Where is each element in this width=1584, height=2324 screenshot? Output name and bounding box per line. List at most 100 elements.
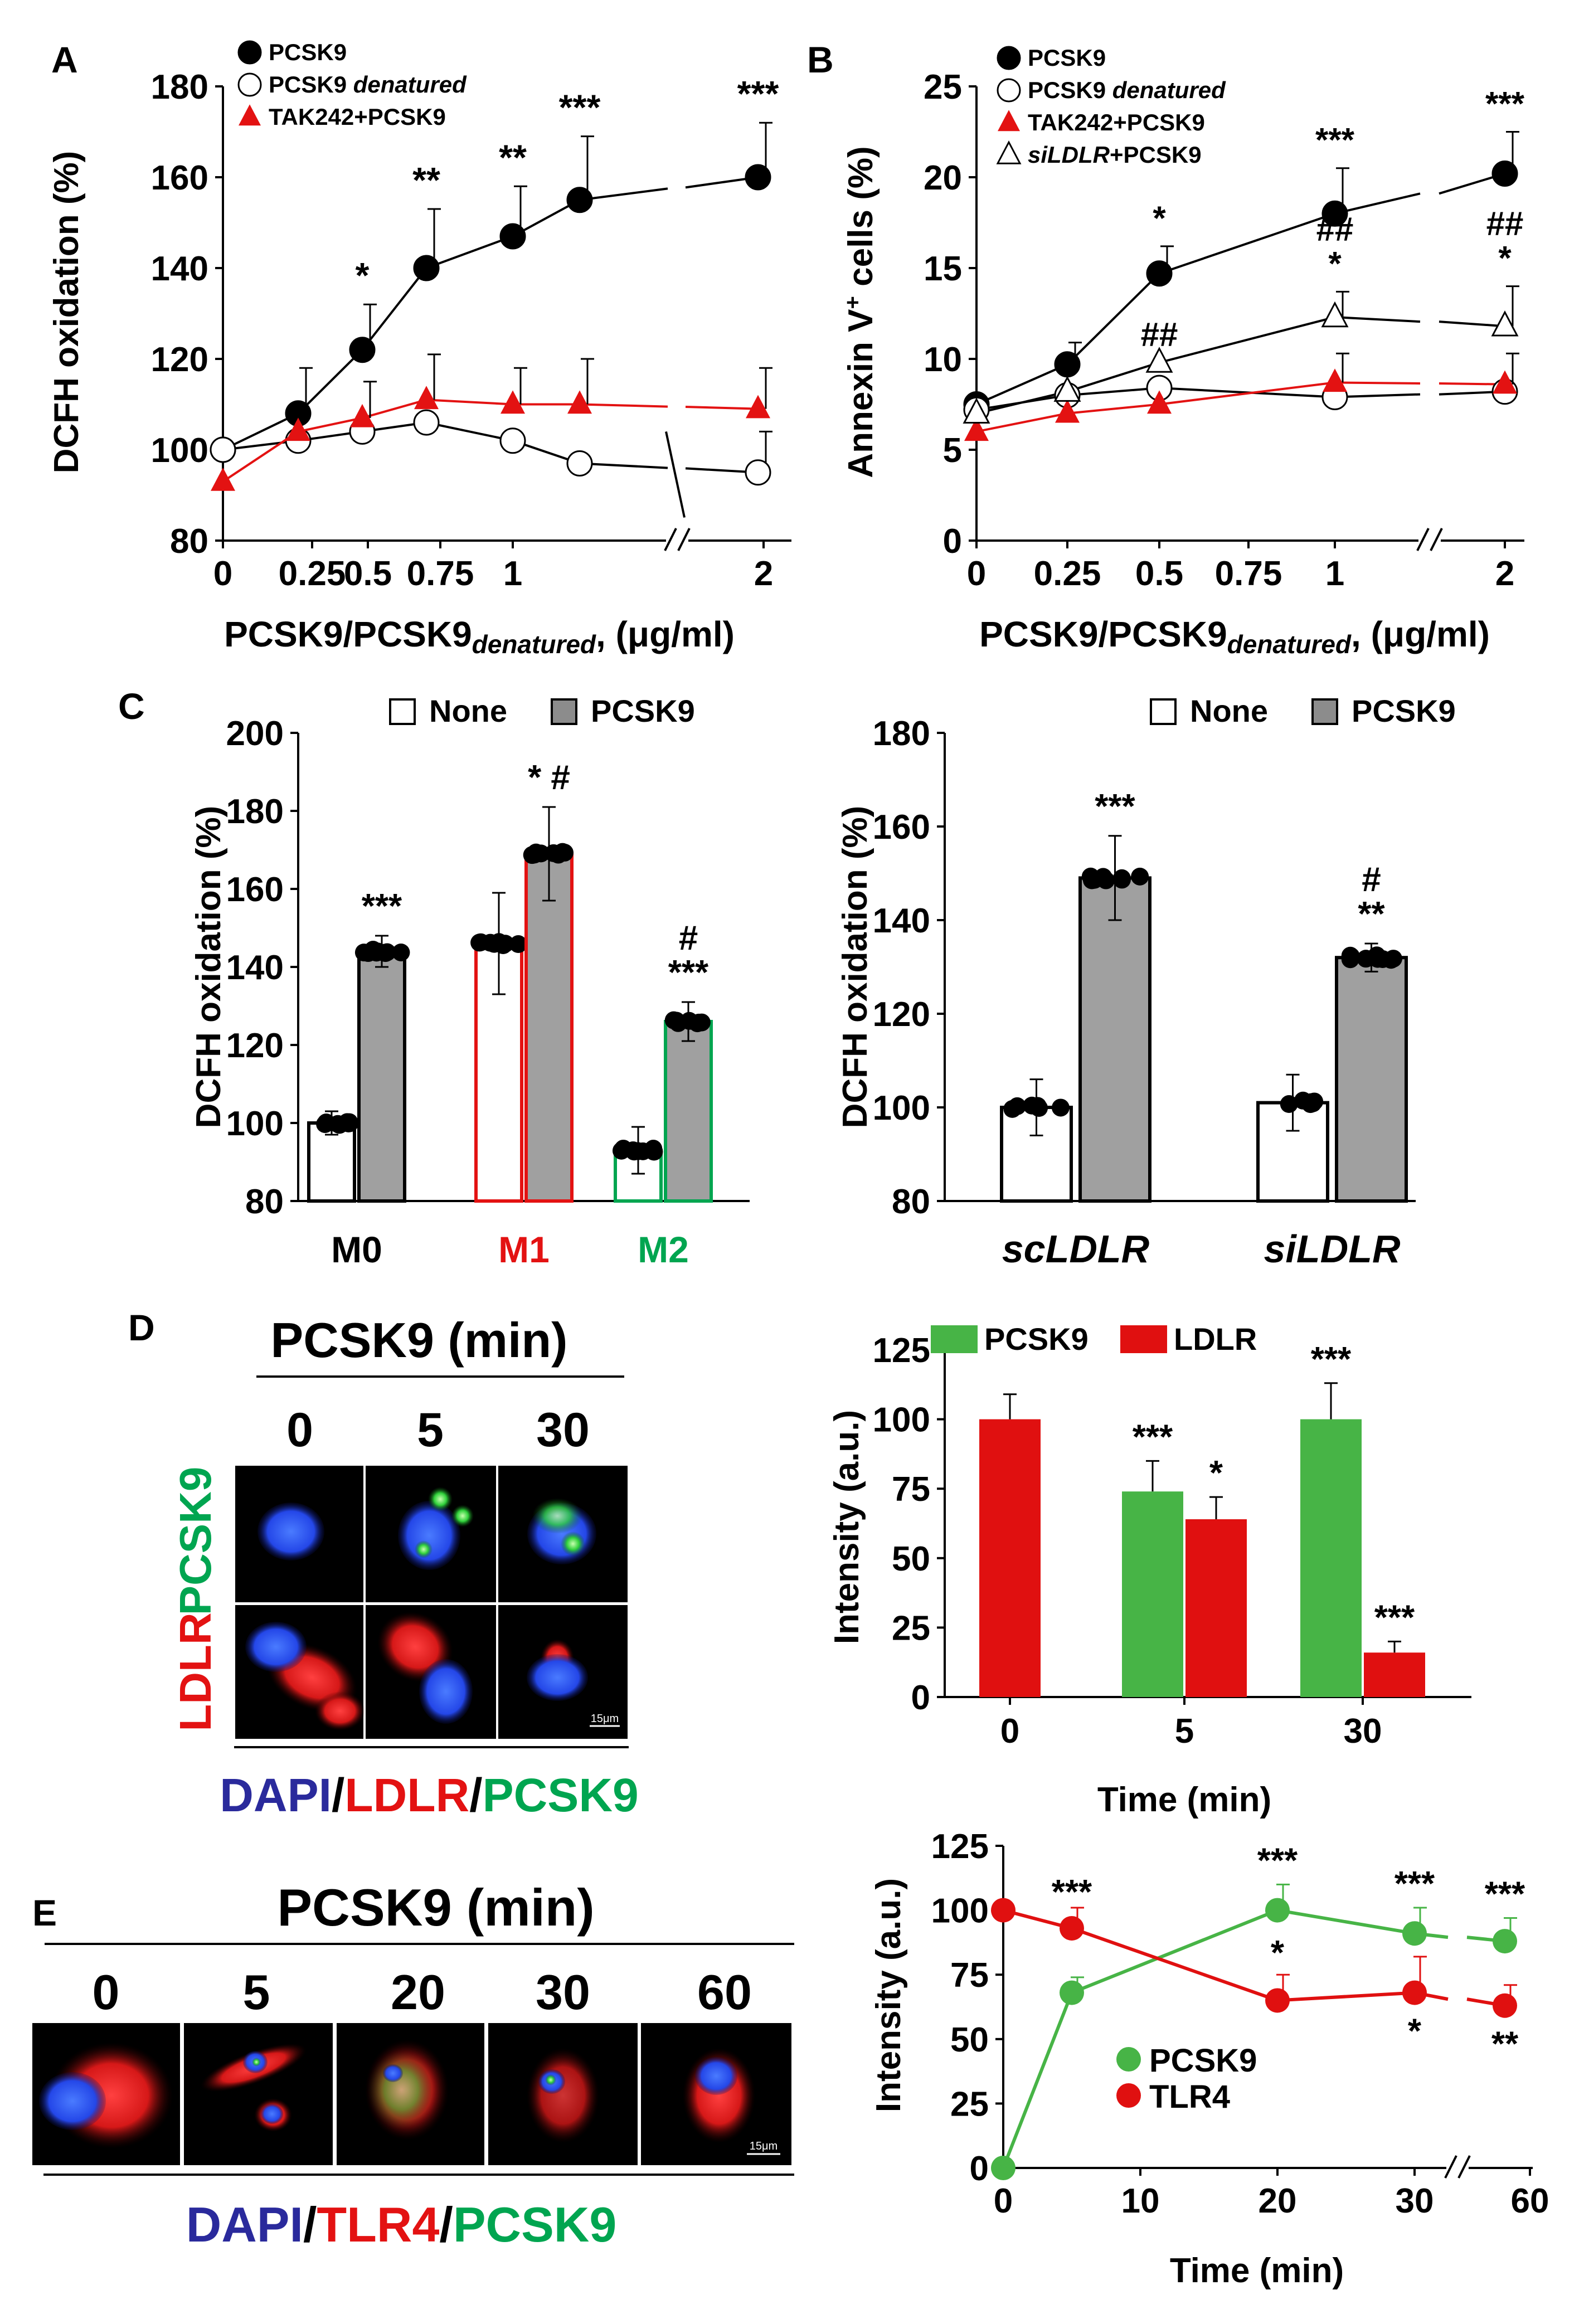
panel-a-series-line (426, 421, 513, 442)
panel-c-left-dot (614, 1140, 632, 1159)
micro-d-pcsk9-signal (561, 1531, 585, 1556)
panel-c-left-y-tick-label: 200 (226, 714, 284, 753)
panel-a-significance: *** (737, 74, 779, 114)
panel-b-point (963, 397, 990, 424)
panel-d-y-tick-label: 75 (892, 1470, 930, 1509)
panel-e-point (1060, 1980, 1084, 2005)
panel-a-series-line (298, 416, 363, 433)
panel-e-point (991, 2156, 1015, 2180)
panel-d-x-label: Time (min) (1097, 1781, 1271, 1819)
panel-e-point (1493, 1993, 1517, 2018)
panel-b-significance: *** (1315, 121, 1355, 159)
panel-b-legend-marker (998, 110, 1020, 132)
panel-e-legend-label: PCSK9 (1149, 2043, 1257, 2079)
panel-c-left-dot (493, 936, 512, 954)
panel-a-significance: * (356, 255, 370, 295)
micro-d-nucleus (419, 1659, 473, 1724)
panel-e-y-tick-label: 25 (950, 2085, 989, 2123)
panel-a-point (745, 459, 771, 486)
panel-d-y-tick-label: 25 (892, 1609, 930, 1647)
micro-d-nucleus (527, 1654, 588, 1701)
panel-b-point (1053, 376, 1081, 402)
panel-c-right-bar (1335, 956, 1408, 1203)
panel-b-series-line (1439, 320, 1505, 328)
panel-e-x-tick-label: 60 (1511, 2182, 1549, 2220)
panel-c-right-dot (1280, 1095, 1298, 1114)
panel-e-series-line (1071, 1927, 1278, 2002)
panel-a-point (499, 427, 526, 454)
panel-d-y-tick-label: 50 (892, 1540, 930, 1578)
panel-c-right-y-tick-label: 180 (873, 714, 930, 753)
panel-b-series-line (976, 390, 1068, 415)
micro-d-scale-label: 15μm (591, 1713, 619, 1725)
micro-e-time-0: 0 (93, 1965, 120, 2020)
panel-b-legend-marker (997, 46, 1021, 70)
stain-tlr4: TLR4 (317, 2197, 439, 2252)
panel-a-point (349, 337, 376, 363)
panel-a-x-tick-label: 2 (754, 555, 773, 593)
panel-b-legend-label: PCSK9 denatured (1028, 77, 1226, 103)
panel-a-series-line (579, 403, 668, 408)
panel-b-legend-label: PCSK9 (1028, 45, 1106, 71)
panel-c-left-legend-swatch (551, 698, 577, 725)
panel-c-right-bar (1078, 876, 1151, 1203)
micro-d-row-ldlr: LDLR (171, 1612, 220, 1731)
panel-b-series-line (1159, 381, 1335, 406)
panel-c-right-dot (1112, 871, 1131, 889)
micro-e-time-20: 20 (391, 1965, 445, 2020)
micro-e-pcsk9-signal (368, 2051, 435, 2129)
panel-b-point (1491, 310, 1519, 337)
panel-e-point (991, 1898, 1015, 1923)
micro-d-stain-caption: DAPI/LDLR/PCSK9 (220, 1769, 638, 1821)
panel-d-legend-label: PCSK9 (984, 1321, 1089, 1357)
panel-b-axis-break (1416, 528, 1430, 551)
panel-c-right-dot (1051, 1098, 1070, 1117)
micro-e-title: PCSK9 (min) (277, 1878, 594, 1937)
panel-e-x-tick-label: 30 (1396, 2182, 1434, 2220)
panel-b-legend-marker (997, 78, 1021, 103)
panel-b-point (1321, 200, 1348, 227)
panel-c-right-significance: ** (1358, 895, 1385, 934)
panel-b-series-line (1067, 403, 1160, 415)
micro-d-pcsk9-signal (415, 1540, 433, 1558)
panel-d-bar (1185, 1519, 1247, 1697)
panel-b-x-tick-label: 0.25 (1034, 555, 1101, 593)
panel-b-series-line (1066, 273, 1160, 366)
panel-c-left-bar (524, 852, 574, 1203)
panel-a-point (210, 436, 236, 463)
panel-a-series-line (361, 267, 427, 351)
micro-e-tlr4-signal (527, 2048, 599, 2143)
panel-c-left-y-label: DCFH oxidation (%) (190, 806, 228, 1129)
panel-c-right-dot (1294, 1091, 1312, 1110)
panel-c-right-dot (1131, 867, 1149, 886)
panel-e-axis-break (1457, 2155, 1471, 2179)
micro-e-nucleus (383, 2064, 403, 2082)
panel-a-point (567, 390, 592, 414)
panel-a-point (566, 187, 593, 213)
panel-d-x-tick-label: 5 (1175, 1712, 1194, 1751)
panel-a-x-tick-label: 1 (503, 555, 522, 593)
panel-b-x-tick-label: 0 (967, 555, 986, 593)
panel-a-y-tick-label: 80 (170, 522, 208, 561)
micro-d-pcsk9-signal (428, 1487, 453, 1511)
panel-a-point (286, 417, 310, 441)
panel-d-bar (1300, 1419, 1362, 1697)
panel-c-left-significance: * # (528, 759, 570, 797)
panel-b-x-tick-label: 0.5 (1135, 555, 1183, 593)
panel-b-y-tick-label: 15 (924, 250, 962, 288)
panel-b-series-line (1067, 387, 1160, 397)
panel-d-bar (979, 1419, 1041, 1697)
panel-b-x-tick-label: 2 (1495, 555, 1514, 593)
panel-a-significance: ** (412, 160, 440, 200)
microscopy-d: PCSK9 (min) 0 5 30 PCSK9 LDLR 15μm DAPI/… (171, 1312, 639, 1821)
panel-e-x-tick-label: 10 (1121, 2182, 1160, 2220)
panel-e-y-tick-label: 0 (970, 2150, 989, 2188)
panel-a-series-line (222, 412, 299, 451)
panel-e-point (1493, 1929, 1517, 1954)
panel-e-significance: *** (1052, 1873, 1092, 1912)
panel-c-left-dot (317, 1114, 336, 1132)
panel-b-y-tick-label: 0 (943, 522, 962, 561)
panel-c-left-category: M1 (498, 1229, 550, 1270)
panel-a-series-line (579, 187, 668, 201)
panel-c-left-y-tick-label: 120 (226, 1027, 284, 1065)
